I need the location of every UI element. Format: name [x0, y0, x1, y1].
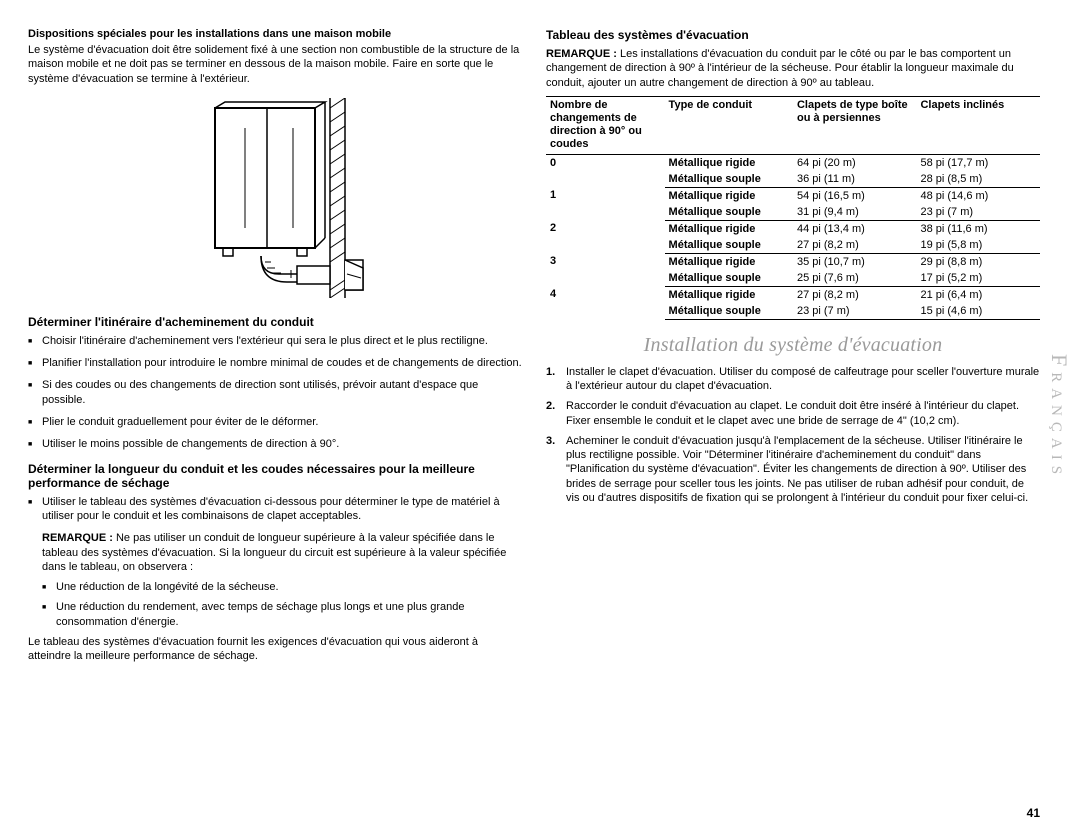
table-row: 0Métallique rigide64 pi (20 m)58 pi (17,…	[546, 154, 1040, 171]
remark-label: REMARQUE :	[546, 48, 617, 60]
page: Dispositions spéciales pour les installa…	[28, 28, 1040, 814]
table-row: 2Métallique rigide44 pi (13,4 m)38 pi (1…	[546, 220, 1040, 237]
list-item: Utiliser le tableau des systèmes d'évacu…	[42, 495, 522, 524]
list-item: Utiliser le moins possible de changement…	[42, 437, 522, 451]
mobile-home-text: Le système d'évacuation doit être solide…	[28, 43, 522, 86]
exhaust-systems-table: Nombre de changements de direction à 90°…	[546, 96, 1040, 320]
list-item: Une réduction de la longévité de la séch…	[56, 580, 522, 594]
list-item: 1.Installer le clapet d'évacuation. Util…	[566, 365, 1040, 394]
list-item: Plier le conduit graduellement pour évit…	[42, 415, 522, 429]
list-item: 2.Raccorder le conduit d'évacuation au c…	[566, 399, 1040, 428]
route-list: Choisir l'itinéraire d'acheminement vers…	[28, 334, 522, 452]
remark-paragraph: REMARQUE : Ne pas utiliser un conduit de…	[28, 531, 522, 574]
page-number: 41	[1027, 806, 1040, 820]
table-header: Type de conduit	[665, 96, 793, 154]
dryer-vent-diagram	[28, 98, 522, 301]
table-title: Tableau des systèmes d'évacuation	[546, 28, 1040, 42]
list-item: Une réduction du rendement, avec temps d…	[56, 600, 522, 629]
install-steps: 1.Installer le clapet d'évacuation. Util…	[546, 365, 1040, 506]
install-title: Installation du système d'évacuation	[546, 334, 1040, 357]
table-header: Clapets de type boîte ou à persiennes	[793, 96, 917, 154]
list-item: Si des coudes ou des changements de dire…	[42, 378, 522, 407]
list-item: Planifier l'installation pour introduire…	[42, 356, 522, 370]
length-list: Utiliser le tableau des systèmes d'évacu…	[28, 495, 522, 524]
list-item: 3.Acheminer le conduit d'évacuation jusq…	[566, 434, 1040, 505]
route-title: Déterminer l'itinéraire d'acheminement d…	[28, 315, 522, 329]
right-column: Tableau des systèmes d'évacuation REMARQ…	[546, 28, 1040, 814]
table-row: 1Métallique rigide54 pi (16,5 m)48 pi (1…	[546, 187, 1040, 204]
table-remark-text: Les installations d'évacuation du condui…	[546, 48, 1014, 89]
side-language-label: Français	[1046, 354, 1072, 480]
remark-label: REMARQUE :	[42, 532, 113, 544]
mobile-home-title: Dispositions spéciales pour les installa…	[28, 28, 522, 40]
closing-text: Le tableau des systèmes d'évacuation fou…	[28, 635, 522, 664]
table-row: 4Métallique rigide27 pi (8,2 m)21 pi (6,…	[546, 286, 1040, 303]
table-header: Clapets inclinés	[916, 96, 1040, 154]
left-column: Dispositions spéciales pour les installa…	[28, 28, 522, 814]
list-item: Choisir l'itinéraire d'acheminement vers…	[42, 334, 522, 348]
table-remark: REMARQUE : Les installations d'évacuatio…	[546, 47, 1040, 90]
table-row: 3Métallique rigide35 pi (10,7 m)29 pi (8…	[546, 253, 1040, 270]
remark-sublist: Une réduction de la longévité de la séch…	[28, 580, 522, 629]
table-header: Nombre de changements de direction à 90°…	[546, 96, 665, 154]
table-body: 0Métallique rigide64 pi (20 m)58 pi (17,…	[546, 154, 1040, 319]
length-title: Déterminer la longueur du conduit et les…	[28, 462, 522, 490]
diagram-icon	[175, 98, 375, 298]
